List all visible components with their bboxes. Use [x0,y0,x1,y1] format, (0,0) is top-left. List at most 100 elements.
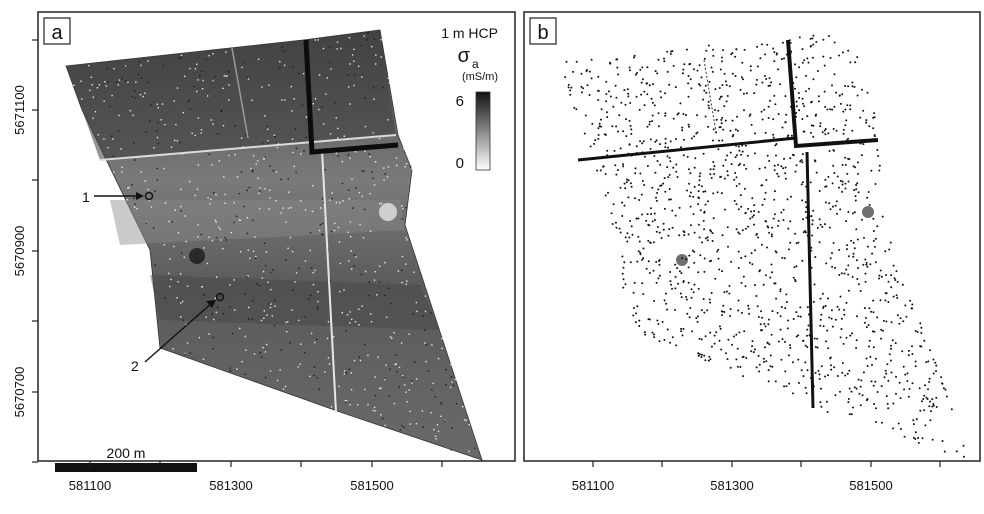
speckle [305,136,307,138]
measurement-point [671,209,674,212]
measurement-point [629,182,632,185]
measurement-point [753,132,756,135]
measurement-point [862,371,865,374]
measurement-point [655,230,658,233]
measurement-point [632,307,635,309]
measurement-point [914,365,917,368]
speckle [449,386,452,389]
speckle [349,404,351,406]
measurement-point [911,345,913,348]
measurement-point [797,241,800,244]
measurement-point [762,357,765,360]
speckle [134,90,136,92]
measurement-point [764,53,766,56]
measurement-point [805,74,807,77]
speckle [335,201,338,204]
measurement-point [769,84,772,87]
measurement-point [816,337,819,340]
speckle [174,209,176,211]
legend-unit: (mS/m) [462,71,498,83]
measurement-point [648,224,651,227]
measurement-point [815,171,818,174]
speckle [274,299,276,302]
measurement-point [846,248,848,251]
measurement-point [911,303,914,306]
measurement-point [811,219,814,222]
measurement-point [656,72,659,75]
speckle [128,186,130,189]
measurement-point [742,78,744,81]
speckle [229,370,232,372]
speckle [308,298,310,300]
speckle [329,279,331,281]
measurement-point [781,256,784,259]
measurement-point [672,166,675,169]
measurement-point [634,172,637,175]
measurement-point [761,329,763,332]
measurement-point [637,217,640,220]
measurement-point [929,349,931,352]
speckle [279,66,281,69]
measurement-point [615,58,618,61]
speckle [215,276,218,278]
speckle [202,358,205,360]
measurement-point [862,143,865,146]
speckle [402,376,404,378]
speckle [349,103,351,105]
speckle [179,273,182,275]
measurement-point [766,43,769,46]
measurement-point [736,365,739,368]
measurement-point [868,345,870,348]
measurement-point [801,48,804,51]
measurement-point [829,357,832,360]
speckle [353,359,356,362]
speckle [300,153,302,155]
measurement-point [648,123,651,126]
speckle [240,137,243,139]
speckle [320,233,323,236]
measurement-point [697,287,700,290]
measurement-point [801,199,804,202]
measurement-point [919,322,922,325]
measurement-point [818,241,821,244]
measurement-point [873,245,876,248]
measurement-point [932,404,935,407]
measurement-point [779,315,782,318]
measurement-point [712,48,714,51]
measurement-point [794,280,797,283]
speckle [205,316,207,318]
measurement-point [787,134,790,137]
speckle [330,230,333,233]
measurement-point [718,139,721,142]
speckle [345,401,347,403]
measurement-point [846,104,849,107]
measurement-point [832,127,835,130]
measurement-point [817,95,820,98]
linear-feature-road [321,149,337,413]
speckle [134,97,136,99]
speckle [252,155,255,157]
measurement-point [697,190,700,193]
measurement-point [750,210,753,213]
speckle [374,271,376,273]
speckle [264,115,266,117]
measurement-point [643,331,646,334]
measurement-point [662,182,665,185]
measurement-point [627,92,630,95]
measurement-point [723,311,726,313]
measurement-point [790,195,792,198]
measurement-point [641,142,644,145]
measurement-point [847,255,850,258]
speckle [331,197,333,200]
measurement-point [892,402,895,405]
measurement-point [692,195,695,198]
measurement-point [760,243,763,246]
measurement-point [705,49,708,52]
measurement-point [724,119,727,122]
measurement-point [772,136,775,139]
speckle [172,348,174,350]
measurement-point [812,34,815,37]
speckle [248,306,250,309]
measurement-point [718,87,721,89]
speckle [229,284,231,286]
